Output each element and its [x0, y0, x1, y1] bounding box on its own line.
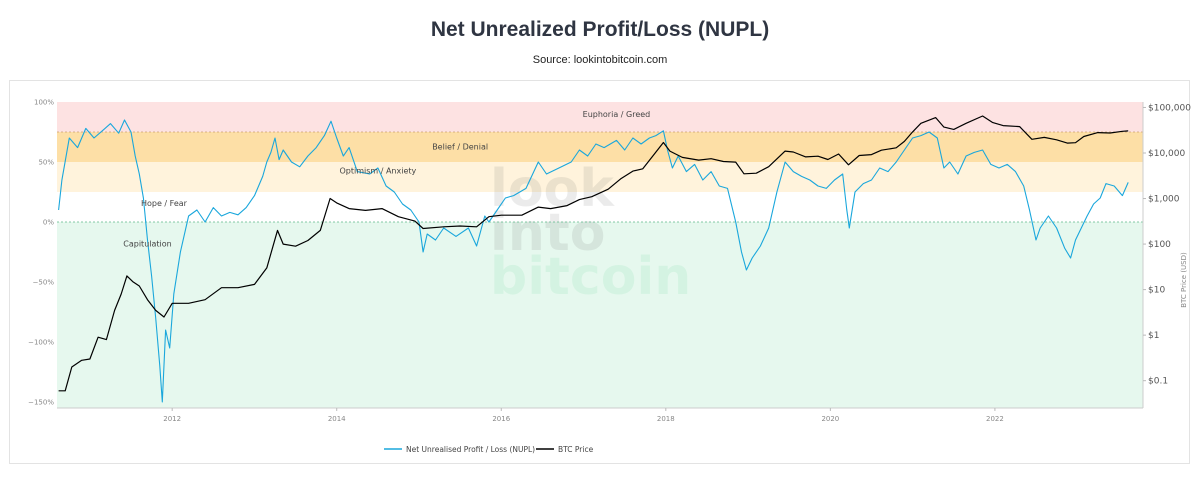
zone-band-4 [57, 222, 1143, 408]
left-tick-label: −100% [28, 339, 54, 347]
zone-bands [57, 102, 1143, 408]
right-tick-label: $1 [1148, 331, 1159, 341]
zone-label-0: Euphoria / Greed [583, 110, 651, 119]
legend-label-1: BTC Price [558, 445, 594, 454]
x-axis: 2012 2014 2016 2018 2020 2022 [57, 407, 1143, 423]
x-tick-label: 2020 [821, 415, 839, 423]
left-axis: 100% 50% 0% −50% −100% −150% [28, 99, 54, 407]
x-tick-label: 2018 [657, 415, 675, 423]
x-tick-label: 2012 [163, 415, 181, 423]
zone-band-1 [57, 132, 1143, 162]
right-axis-title: BTC Price (USD) [1180, 252, 1188, 308]
btc-price-line [58, 115, 1129, 392]
chart-title: Net Unrealized Profit/Loss (NUPL) [430, 18, 770, 41]
zone-label-1: Belief / Denial [432, 142, 488, 151]
x-tick-label: 2016 [492, 415, 510, 423]
series-lines [58, 115, 1129, 403]
zero-line [57, 131, 1143, 223]
zone-band-2 [57, 162, 1143, 192]
watermark-word-1: into [490, 203, 605, 263]
right-tick-label: $100,000 [1148, 103, 1191, 113]
right-tick-label: $1,000 [1148, 195, 1180, 205]
chart-subtitle: Source: lookintobitcoin.com [532, 54, 668, 66]
right-tick-label: $10 [1148, 286, 1165, 296]
left-tick-label: 50% [38, 159, 54, 167]
chart-frame [9, 80, 1190, 464]
left-tick-label: 0% [43, 219, 54, 227]
zone-label-2: Optimism / Anxiety [339, 166, 416, 175]
right-tick-label: $0.1 [1148, 377, 1168, 387]
right-tick-label: $10,000 [1148, 149, 1185, 159]
zone-labels: Euphoria / Greed Belief / Denial Optimism … [123, 110, 650, 249]
nupl-line [58, 119, 1129, 403]
right-tick-label: $100 [1148, 240, 1171, 250]
zone-label-3: Hope / Fear [141, 199, 188, 208]
watermark-word-0: look [490, 159, 615, 219]
watermark-word-2: bitcoin [490, 247, 691, 307]
x-tick-label: 2022 [986, 415, 1004, 423]
right-axis: $100,000 $10,000 $1,000 $100 $10 $1 $0.1 BTC Pr… [1142, 102, 1191, 408]
left-tick-label: −50% [33, 279, 55, 287]
left-tick-label: 100% [34, 99, 54, 107]
zone-band-3 [57, 192, 1143, 222]
legend: Net Unrealised Profit / Loss (NUPL) BTC P… [384, 445, 594, 454]
x-tick-label: 2014 [328, 415, 346, 423]
zone-label-4: Capitulation [123, 240, 171, 249]
left-tick-label: −150% [28, 399, 54, 407]
zone-band-0 [57, 102, 1143, 132]
watermark: lookintobitcoin [490, 159, 691, 307]
legend-label-0: Net Unrealised Profit / Loss (NUPL) [406, 445, 535, 454]
